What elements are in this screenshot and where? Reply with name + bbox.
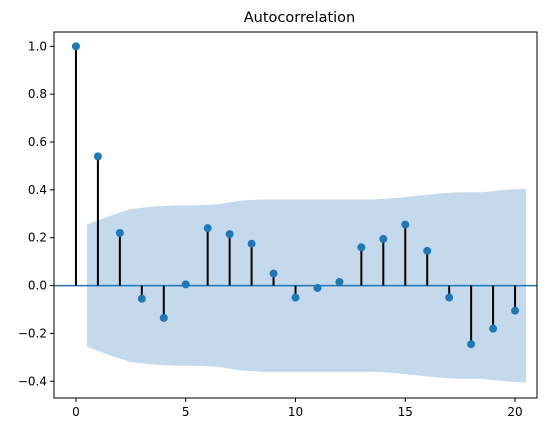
y-tick-label: 0.6 [28,135,47,149]
y-tick-label: −0.2 [18,326,47,340]
marker-lag-13 [357,243,366,252]
axes-layer: 0 5 10 15 20 −0.4 −0.2 0.0 0.2 0.4 0.6 0.8 1.0 [18,31,538,419]
x-tick-label: 0 [72,405,80,419]
marker-lag-11 [313,283,322,292]
marker-lag-6 [203,224,212,233]
marker-layer [71,42,520,349]
marker-lag-1 [93,152,102,161]
y-tick-label: 0.8 [28,87,47,101]
marker-lag-18 [467,340,476,349]
x-tick-label: 5 [182,405,190,419]
marker-lag-3 [137,294,146,303]
marker-lag-0 [71,42,80,51]
marker-lag-9 [269,269,278,278]
marker-lag-10 [291,293,300,302]
marker-lag-12 [335,277,344,286]
y-tick-label: 0.0 [28,279,47,293]
marker-lag-15 [401,220,410,229]
marker-lag-16 [423,246,432,255]
chart-title: Autocorrelation [244,10,355,26]
marker-lag-7 [225,230,234,239]
marker-lag-8 [247,239,256,248]
y-tick-label: 0.2 [28,231,47,245]
marker-lag-5 [181,280,190,289]
marker-lag-14 [379,234,388,243]
marker-lag-19 [489,324,498,333]
marker-lag-20 [511,306,520,315]
y-tick-label: −0.4 [18,374,47,388]
x-tick-label: 15 [398,405,413,419]
marker-lag-4 [159,313,168,322]
y-tick-label: 1.0 [28,39,47,53]
y-tick-label: 0.4 [28,183,47,197]
marker-lag-17 [445,293,454,302]
marker-lag-2 [115,228,124,237]
x-tick-label: 20 [507,405,522,419]
x-tick-label: 10 [288,405,303,419]
